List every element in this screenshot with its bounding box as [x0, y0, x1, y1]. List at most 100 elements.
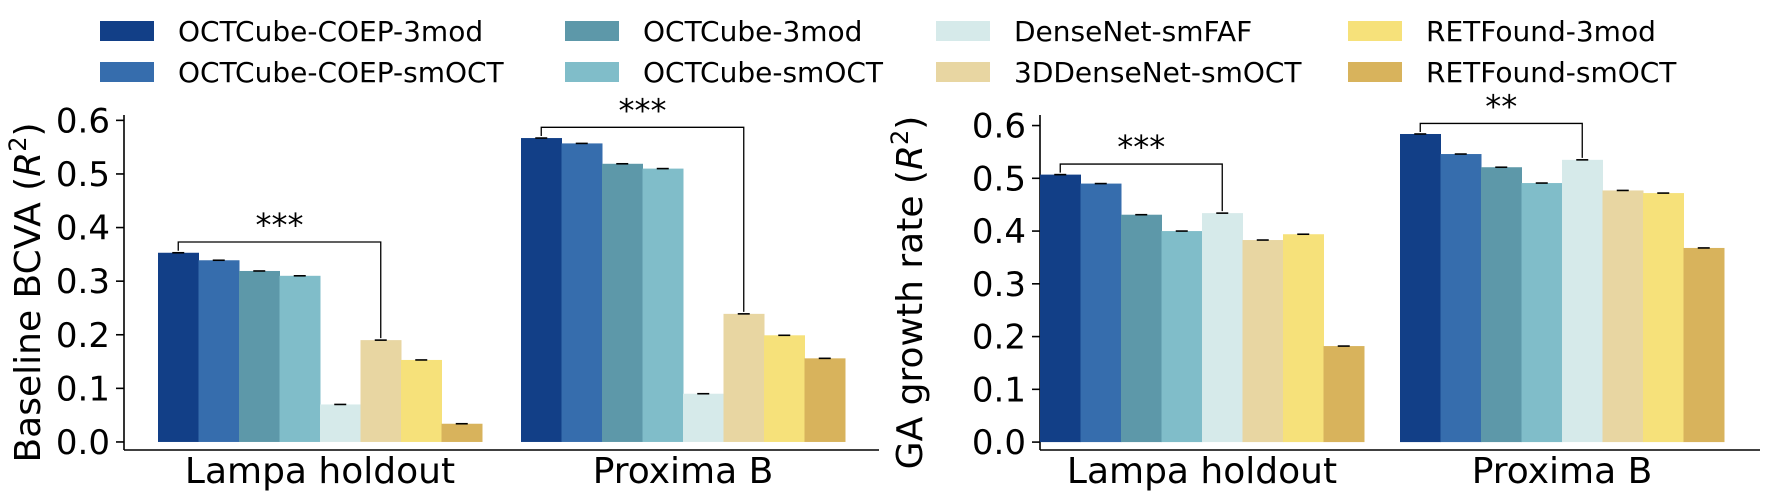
bar-retfound-3mod: [764, 335, 805, 442]
bar-group-proxima-b: [1400, 133, 1725, 443]
legend: OCTCube-COEP-3mod OCTCube-COEP-smOCT OCTCu…: [100, 15, 1677, 89]
bar-retfound-smoct: [1683, 247, 1725, 443]
y-axis-title-sup: 2: [4, 137, 32, 152]
significance-bracket: ***: [177, 206, 382, 339]
legend-item-octcube-coep-smoct: OCTCube-COEP-smOCT: [100, 56, 505, 89]
legend-item-octcube-3mod: OCTCube-3mod: [565, 15, 862, 48]
legend-label: 3DDenseNet-smOCT: [1014, 56, 1302, 89]
bar-octcube-smoct: [1161, 231, 1203, 443]
legend-label: DenseNet-smFAF: [1014, 15, 1252, 48]
bar-retfound-smoct: [1323, 346, 1365, 443]
legend-item-octcube-smoct: OCTCube-smOCT: [565, 56, 884, 89]
y-tick-label: 0.2: [56, 316, 110, 356]
legend-item-retfound-3mod: RETFound-3mod: [1348, 15, 1656, 48]
legend-swatch: [1348, 21, 1402, 41]
bar-octcube-coep-3mod: [1400, 133, 1441, 443]
bar-densenet-smfaf: [683, 393, 724, 442]
bar-octcube-coep-smoct: [198, 260, 240, 442]
significance-bracket: ***: [1059, 128, 1223, 212]
bar-3ddensenet-smoct: [1602, 190, 1644, 443]
bracket-line: [540, 126, 745, 312]
legend-item-3ddensenet-smoct: 3DDenseNet-smOCT: [936, 56, 1302, 89]
legend-item-densenet-smfaf: DenseNet-smFAF: [936, 15, 1252, 48]
bar-octcube-smoct: [1521, 183, 1563, 443]
legend-label: OCTCube-COEP-3mod: [178, 15, 483, 48]
y-tick-label: 0.6: [56, 101, 110, 141]
y-tick-label: 0.1: [972, 370, 1026, 410]
legend-swatch: [565, 62, 619, 82]
bar-octcube-coep-3mod: [1040, 174, 1081, 443]
significance-label: ***: [619, 91, 667, 129]
y-tick-label: 0.4: [972, 212, 1026, 252]
legend-swatch: [100, 21, 154, 41]
legend-swatch: [565, 21, 619, 41]
legend-label: OCTCube-smOCT: [643, 56, 884, 89]
y-axis-title: Baseline BCVA (R2): [4, 122, 49, 462]
y-axis-title-text: Baseline BCVA (: [8, 177, 49, 463]
y-tick-label: 0.4: [56, 209, 110, 249]
bar-retfound-3mod: [1283, 234, 1324, 443]
significance-label: ***: [256, 206, 304, 244]
y-tick-label: 0.3: [56, 262, 110, 302]
x-category-label: Lampa holdout: [185, 451, 455, 492]
bar-octcube-coep-3mod: [158, 252, 199, 442]
bar-retfound-smoct: [441, 423, 483, 442]
bar-octcube-coep-smoct: [1440, 154, 1482, 443]
y-tick-label: 0.5: [972, 159, 1026, 199]
y-tick-label: 0.5: [56, 155, 110, 195]
bar-densenet-smfaf: [320, 404, 361, 442]
y-axis-title: GA growth rate (R2): [886, 116, 931, 470]
significance-label: **: [1485, 87, 1517, 125]
legend-item-octcube-coep-3mod: OCTCube-COEP-3mod: [100, 15, 483, 48]
bar-octcube-3mod: [239, 270, 280, 442]
y-tick-label: 0.1: [56, 369, 110, 409]
y-tick-label: 0.2: [972, 318, 1026, 358]
bar-retfound-smoct: [804, 358, 846, 442]
y-tick-label: 0.0: [56, 423, 110, 463]
y-axis-title-var: R: [8, 152, 49, 177]
legend-swatch: [936, 21, 990, 41]
significance-label: ***: [1117, 128, 1165, 166]
y-axis-title-sup: 2: [886, 130, 914, 145]
legend-swatch: [936, 62, 990, 82]
bracket-line: [1419, 122, 1583, 158]
bar-retfound-3mod: [1643, 193, 1684, 443]
y-tick-label: 0.3: [972, 265, 1026, 305]
legend-swatch: [1348, 62, 1402, 82]
y-axis-title-text: GA growth rate (: [890, 170, 931, 469]
bar-octcube-smoct: [279, 275, 321, 442]
bar-octcube-3mod: [1481, 167, 1522, 443]
significance-bracket: **: [1419, 87, 1583, 158]
x-category-label: Proxima B: [1472, 451, 1653, 492]
legend-swatch: [100, 62, 154, 82]
bar-octcube-coep-smoct: [1080, 183, 1122, 443]
bar-group-lampa-holdout: [158, 251, 483, 442]
bar-octcube-coep-3mod: [521, 138, 562, 442]
bar-octcube-3mod: [602, 163, 643, 442]
legend-item-retfound-smoct: RETFound-smOCT: [1348, 56, 1677, 89]
bar-group-proxima-b: [521, 137, 846, 442]
bar-group-lampa-holdout: [1040, 173, 1365, 443]
y-tick-label: 0.0: [972, 423, 1026, 463]
bar-3ddensenet-smoct: [723, 313, 765, 442]
bar-densenet-smfaf: [1202, 213, 1243, 443]
significance-bracket: ***: [540, 91, 745, 312]
legend-label: RETFound-3mod: [1426, 15, 1656, 48]
legend-label: OCTCube-COEP-smOCT: [178, 56, 505, 89]
bar-densenet-smfaf: [1562, 159, 1603, 443]
bar-octcube-smoct: [642, 168, 684, 442]
bar-octcube-3mod: [1121, 214, 1162, 443]
bar-3ddensenet-smoct: [1242, 240, 1284, 443]
bracket-line: [177, 241, 382, 339]
x-category-label: Proxima B: [593, 451, 774, 492]
x-category-label: Lampa holdout: [1067, 451, 1337, 492]
y-axis-title-close: ): [890, 116, 931, 130]
bar-retfound-3mod: [401, 359, 442, 442]
legend-label: RETFound-smOCT: [1426, 56, 1677, 89]
y-tick-label: 0.6: [972, 107, 1026, 147]
bracket-line: [1059, 163, 1223, 212]
y-axis-title-var: R: [890, 145, 931, 170]
panel-ga-growth-rate: 0.0 0.1 0.2 0.3 0.4 0.5 0.6 GA growth rate (R2)…: [886, 87, 1760, 492]
